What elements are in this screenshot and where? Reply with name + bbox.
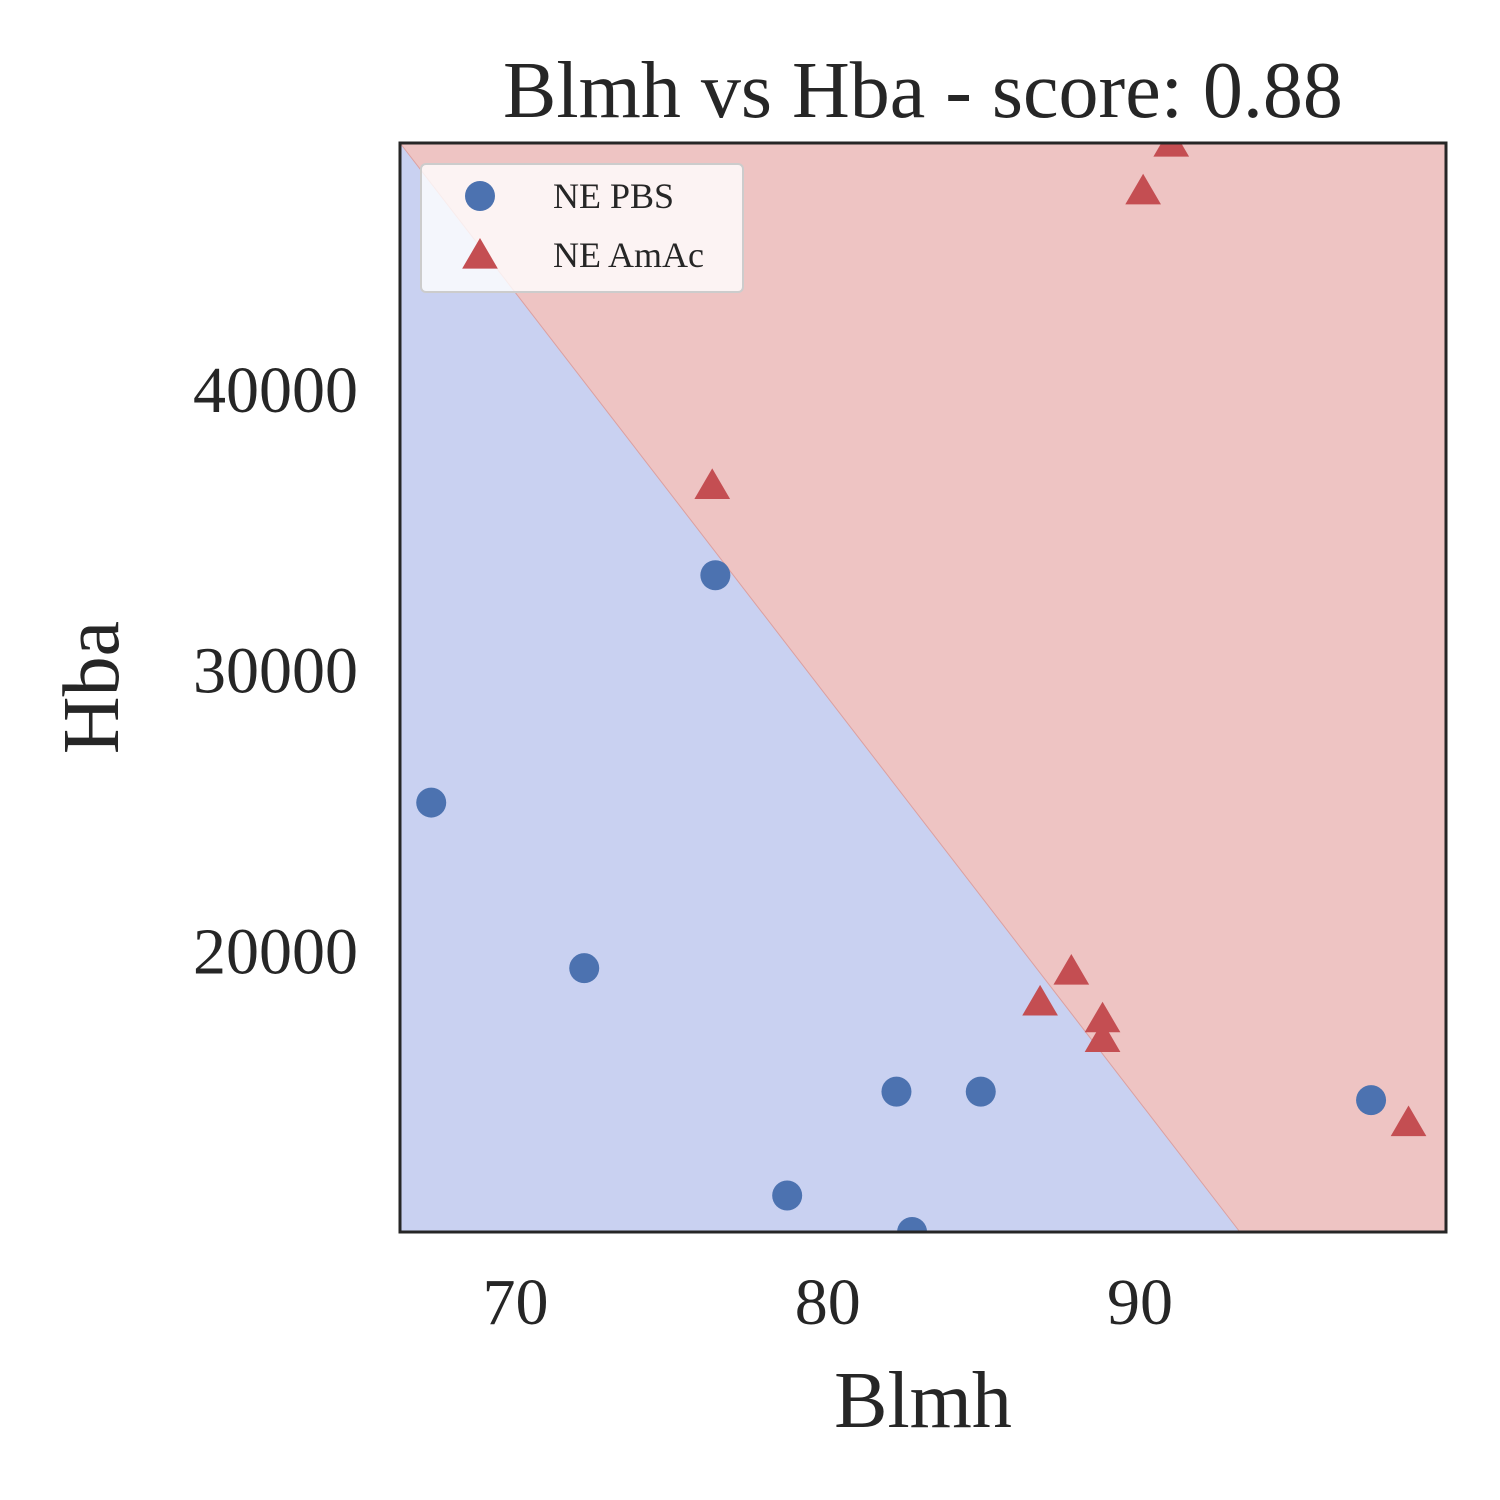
legend-circle-icon [465,181,495,211]
ne-pbs-point [1356,1085,1387,1116]
x-tick-label: 70 [483,1266,549,1339]
legend-triangle-icon [462,238,498,269]
plot-frame [398,141,1448,1234]
x-tick-label: 80 [795,1266,861,1339]
x-axis-ticks: 70 80 90 [483,1266,1173,1339]
chart-title: Blmh vs Hba - score: 0.88 [503,47,1343,135]
decision-regions [399,142,1446,1233]
ne-amac-point [694,468,731,500]
ne-amac-point [1084,1021,1121,1052]
ne-amac-point [1084,1001,1121,1033]
legend: NE PBS NE AmAc [420,163,744,293]
ne-pbs-point [881,1076,912,1107]
y-tick-label: 40000 [193,354,358,427]
ne-amac-point [1153,143,1190,157]
ne-amac-point [1125,173,1161,205]
ne-amac-point [1053,953,1090,985]
x-tick-label: 90 [1107,1266,1173,1339]
ne-pbs-point [772,1180,803,1211]
y-axis-ticks: 20000 30000 40000 [193,354,358,988]
x-axis-label: Blmh [834,1357,1012,1445]
ne-pbs-point [700,560,731,591]
data-points [416,143,1427,1232]
y-tick-label: 30000 [193,635,358,708]
y-axis-label: Hba [48,621,136,754]
ne-amac-point [1390,1105,1427,1137]
ne-amac-point [1022,984,1058,1016]
ne-pbs-point [416,787,447,818]
y-tick-label: 20000 [193,915,358,988]
legend-box [420,163,744,293]
ne-pbs-point [569,953,600,984]
ne-pbs-point [897,1217,928,1232]
ne-pbs-point [965,1076,996,1107]
legend-label: NE PBS [553,176,674,216]
legend-label: NE AmAc [553,235,704,275]
